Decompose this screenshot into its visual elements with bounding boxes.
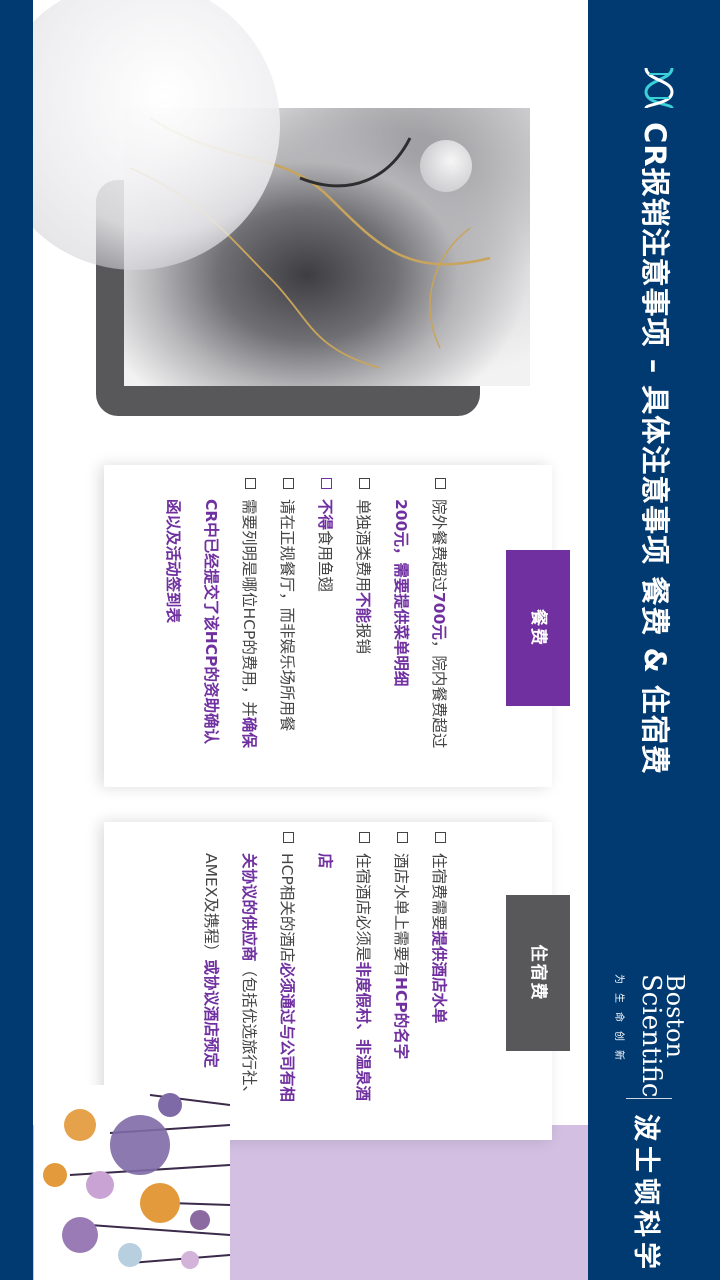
dna-icon bbox=[644, 67, 674, 110]
logo-wordmark: Boston Scientific bbox=[636, 974, 689, 1098]
brand-logo: Boston Scientific 为生命创新 波士顿科学 bbox=[600, 960, 689, 1274]
checkbox-square-icon bbox=[359, 478, 370, 489]
list-item: 不得食用鱼翅 bbox=[306, 478, 344, 778]
list-item: 需要列明是哪位HCP的费用，并确保 CR中已经提交了该HCP的资助确认 函以及活动签… bbox=[154, 478, 268, 778]
list-item: 酒店水单上需要有HCP的名字 bbox=[382, 832, 420, 1132]
logo-tagline: 为生命创新 bbox=[613, 974, 624, 1069]
header-band: CR报销注意事项 – 具体注意事项 餐费 & 住宿费 Boston Scient… bbox=[588, 0, 720, 1280]
glass-bubble-small bbox=[420, 140, 472, 192]
checkbox-square-icon bbox=[435, 832, 446, 843]
checkbox-square-icon bbox=[283, 478, 294, 489]
list-item: 请在正规餐厅，而非娱乐场所用餐 bbox=[268, 478, 306, 778]
checkbox-square-icon bbox=[397, 832, 408, 843]
logo-chinese-name: 波士顿科学 bbox=[630, 1114, 661, 1274]
meal-bullet-list: 院外餐费超过700元，院内餐费超过 200元，需要提供菜单明细 单独酒类费用不能报… bbox=[154, 478, 458, 778]
bottom-band bbox=[0, 0, 33, 1280]
list-item: 院外餐费超过700元，院内餐费超过 200元，需要提供菜单明细 bbox=[382, 478, 458, 778]
checkbox-square-icon bbox=[321, 478, 332, 489]
meal-tab: 餐费 bbox=[506, 550, 570, 706]
checkbox-square-icon bbox=[359, 832, 370, 843]
checkbox-square-icon bbox=[245, 478, 256, 489]
list-item: 单独酒类费用不能报销 bbox=[344, 478, 382, 778]
list-item: 住宿费需要提供酒店水单 bbox=[420, 832, 458, 1132]
list-item: 住宿酒店必须是非度假村、非温泉酒店 bbox=[306, 832, 382, 1132]
checkbox-square-icon bbox=[283, 832, 294, 843]
dandelion-illustration bbox=[34, 1085, 230, 1280]
checkbox-square-icon bbox=[435, 478, 446, 489]
logo-divider bbox=[626, 1098, 672, 1099]
page-title: CR报销注意事项 – 具体注意事项 餐费 & 住宿费 bbox=[638, 122, 672, 775]
hotel-bullet-list: 住宿费需要提供酒店水单 酒店水单上需要有HCP的名字 住宿酒店必须是非度假村、非… bbox=[192, 832, 458, 1132]
hotel-tab: 住宿费 bbox=[506, 895, 570, 1051]
